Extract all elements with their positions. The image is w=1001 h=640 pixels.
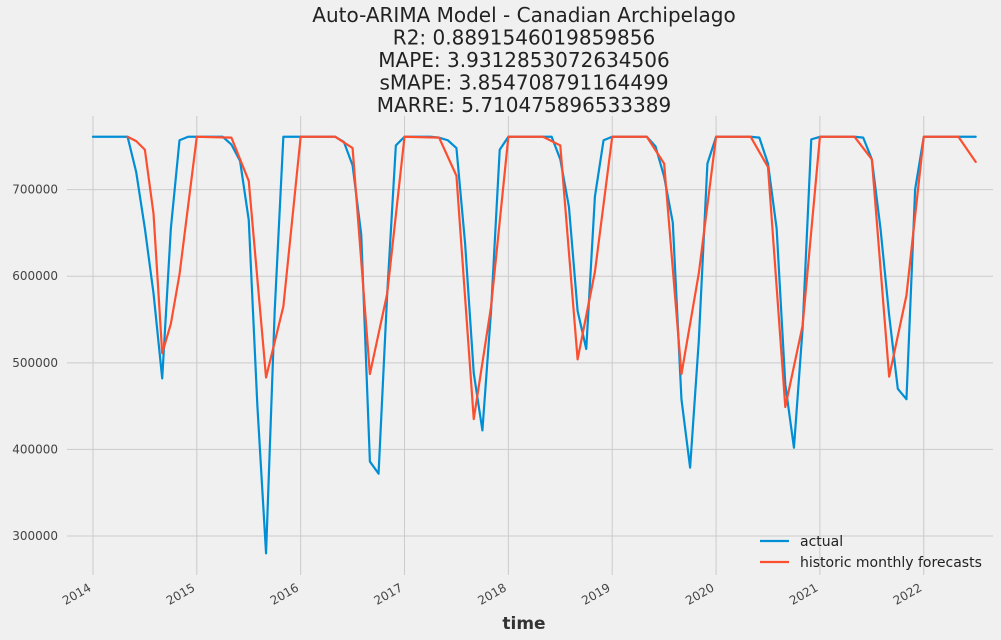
chart-title-line: Auto-ARIMA Model - Canadian Archipelago	[312, 3, 735, 27]
chart-title-line: R2: 0.8891546019859856	[393, 26, 655, 50]
grid-lines	[67, 116, 993, 575]
chart-title-line: sMAPE: 3.854708791164499	[379, 71, 668, 95]
legend-entry-label: historic monthly forecasts	[800, 555, 982, 571]
x-axis-label: time	[502, 614, 545, 634]
chart-title-line: MAPE: 3.9312853072634506	[378, 48, 669, 72]
y-tick-label: 400000	[12, 442, 58, 456]
series-lines	[91, 135, 977, 555]
chart-title: Auto-ARIMA Model - Canadian ArchipelagoR…	[312, 3, 735, 117]
y-tick-label: 300000	[12, 529, 58, 543]
chart-title-line: MARRE: 5.710475896533389	[377, 93, 671, 117]
y-tick-label: 500000	[12, 356, 58, 370]
y-tick-label: 700000	[12, 183, 58, 197]
series-line-forecast	[126, 135, 977, 421]
legend-entry-label: actual	[800, 534, 843, 550]
y-axis-ticks: 300000 400000 500000 600000 700000	[12, 183, 58, 543]
legend: actual historic monthly forecasts	[760, 534, 982, 571]
y-tick-label: 600000	[12, 269, 58, 283]
